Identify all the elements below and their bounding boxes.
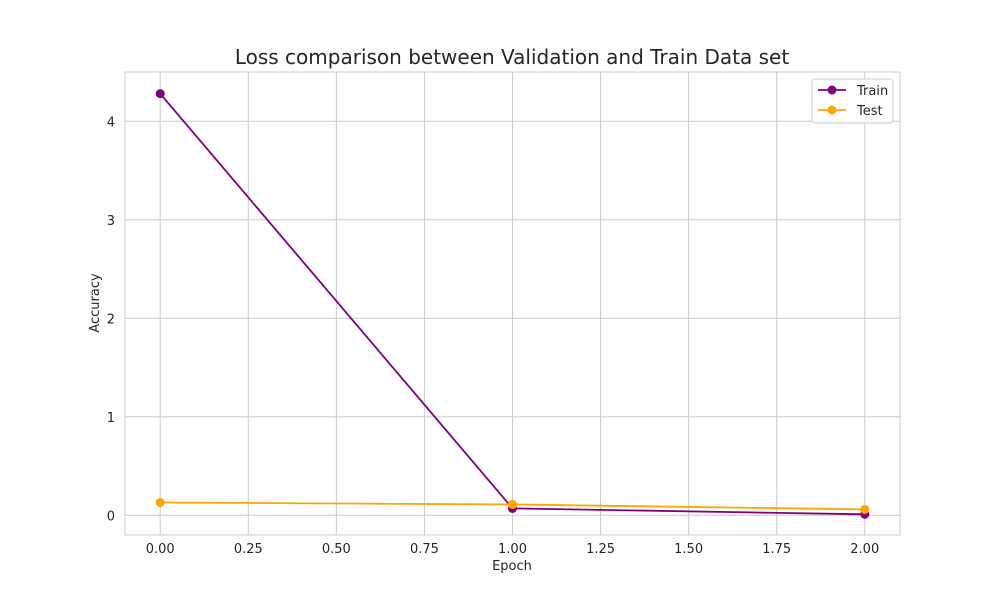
x-tick-label: 2.00 [850,542,879,557]
x-axis-ticks: 0.00 0.25 0.50 0.75 1.00 1.25 1.50 1.75 2.00 [146,542,879,557]
legend-marker-train [827,85,837,95]
x-tick-label: 1.75 [762,542,791,557]
grid-lines [125,72,900,535]
legend-label-test: Test [856,104,883,119]
series-layer [155,89,870,519]
y-axis-ticks: 0 1 2 3 4 [107,115,115,524]
data-point-test [860,504,870,514]
x-tick-label: 0.00 [146,542,175,557]
data-point-test [155,497,165,507]
x-tick-label: 1.00 [498,542,527,557]
x-tick-label: 0.75 [410,542,439,557]
chart-title: Loss comparison between Validation and T… [235,45,789,69]
y-tick-label: 2 [107,312,115,327]
data-point-train [155,89,165,99]
legend-marker-test [827,105,837,115]
x-axis-label: Epoch [492,559,532,574]
x-tick-label: 0.50 [322,542,351,557]
legend-label-train: Train [856,84,888,99]
x-tick-label: 0.25 [234,542,263,557]
y-tick-label: 3 [107,214,115,229]
legend: Train Test [811,78,894,124]
x-tick-label: 1.50 [674,542,703,557]
y-tick-label: 1 [107,411,115,426]
y-axis-label: Accuracy [88,273,103,333]
y-tick-label: 0 [107,509,115,524]
y-tick-label: 4 [107,115,115,130]
plot-frame [124,71,901,536]
data-point-test [508,499,517,509]
x-tick-label: 1.25 [586,542,615,557]
